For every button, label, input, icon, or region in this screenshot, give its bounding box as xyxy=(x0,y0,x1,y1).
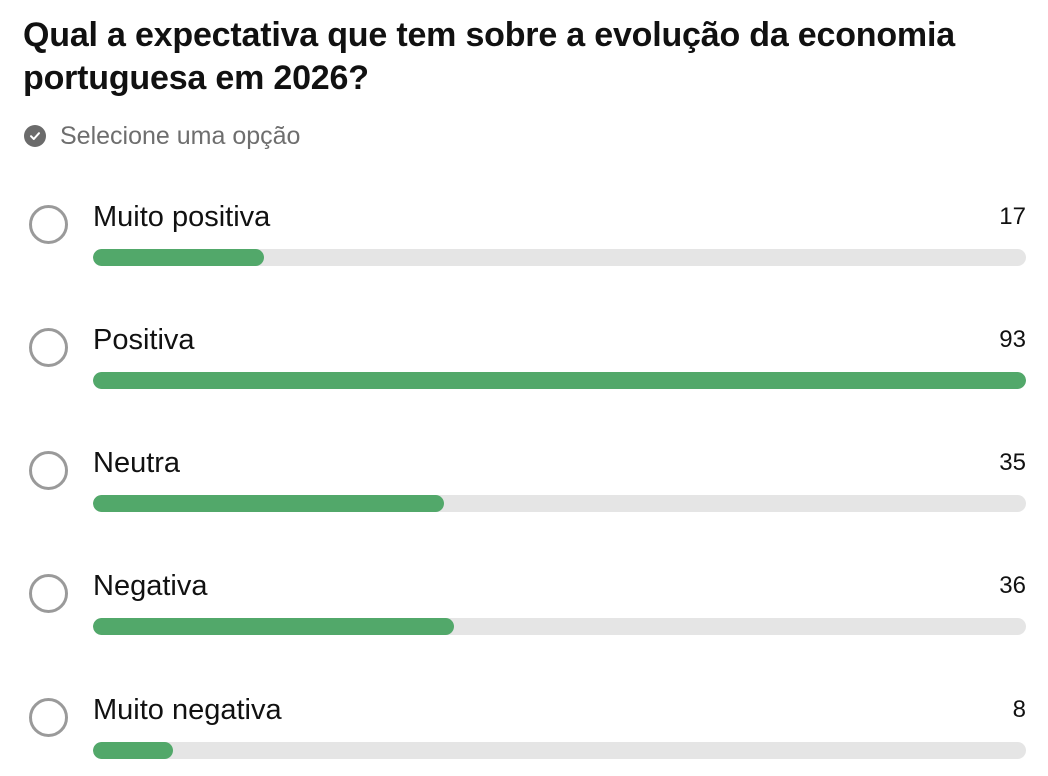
result-bar-fill xyxy=(93,249,264,266)
result-bar-fill xyxy=(93,495,445,512)
option-count: 35 xyxy=(999,449,1026,476)
result-bar-track xyxy=(93,372,1026,389)
poll-option-negativa[interactable]: Negativa 36 xyxy=(0,566,1048,656)
option-label: Muito positiva xyxy=(93,201,271,233)
poll-option-positiva[interactable]: Positiva 93 xyxy=(0,320,1048,410)
option-label: Negativa xyxy=(93,570,208,602)
option-count: 8 xyxy=(1012,696,1026,723)
option-count: 36 xyxy=(999,572,1026,599)
result-bar-track xyxy=(93,618,1026,635)
poll-hint: Selecione uma opção xyxy=(24,120,300,152)
result-bar-track xyxy=(93,495,1026,512)
option-count: 17 xyxy=(999,203,1026,230)
option-label: Neutra xyxy=(93,447,181,479)
radio-button[interactable] xyxy=(29,328,68,367)
result-bar-track xyxy=(93,249,1026,266)
radio-button[interactable] xyxy=(29,451,68,490)
option-label: Muito negativa xyxy=(93,694,282,726)
result-bar-track xyxy=(93,742,1026,759)
result-bar-fill xyxy=(93,372,1026,389)
hint-text: Selecione uma opção xyxy=(60,121,301,150)
option-label: Positiva xyxy=(93,324,195,356)
radio-button[interactable] xyxy=(29,205,68,244)
radio-button[interactable] xyxy=(29,698,68,737)
option-count: 93 xyxy=(999,326,1026,353)
poll-option-neutra[interactable]: Neutra 35 xyxy=(0,443,1048,533)
result-bar-fill xyxy=(93,618,455,635)
radio-button[interactable] xyxy=(29,574,68,613)
poll-option-muito-positiva[interactable]: Muito positiva 17 xyxy=(0,197,1048,287)
result-bar-fill xyxy=(93,742,174,759)
check-circle-icon xyxy=(24,125,46,147)
poll-option-muito-negativa[interactable]: Muito negativa 8 xyxy=(0,690,1048,776)
poll-question: Qual a expectativa que tem sobre a evolu… xyxy=(23,16,955,97)
